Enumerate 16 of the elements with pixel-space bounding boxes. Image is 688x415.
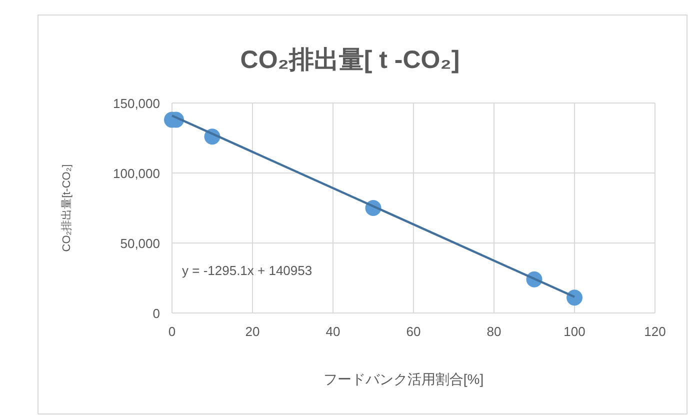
annotation: y = -1295.1x + 140953 bbox=[182, 263, 312, 278]
point bbox=[566, 290, 582, 306]
x-tick-label: 40 bbox=[326, 324, 340, 339]
x-tick-label: 80 bbox=[486, 324, 502, 339]
y-tick-label: 100,000 bbox=[113, 166, 160, 181]
chart-title: CO₂排出量[ t -CO₂] bbox=[240, 46, 460, 74]
x-tick-label: 100 bbox=[564, 324, 586, 339]
x-tick-label: 120 bbox=[644, 324, 666, 339]
x-tick-label: 20 bbox=[245, 324, 260, 339]
y-tick-label: 150,000 bbox=[113, 96, 160, 111]
x-axis-title: フードバンク活用割合[%] bbox=[323, 371, 484, 387]
y-tick-label: 50,000 bbox=[120, 236, 160, 251]
x-tick-label: 60 bbox=[406, 324, 421, 339]
y-axis-title: CO₂排出量[t-CO₂] bbox=[60, 164, 73, 252]
x-tick-label: 0 bbox=[168, 324, 176, 339]
y-tick-label: 0 bbox=[152, 306, 160, 321]
